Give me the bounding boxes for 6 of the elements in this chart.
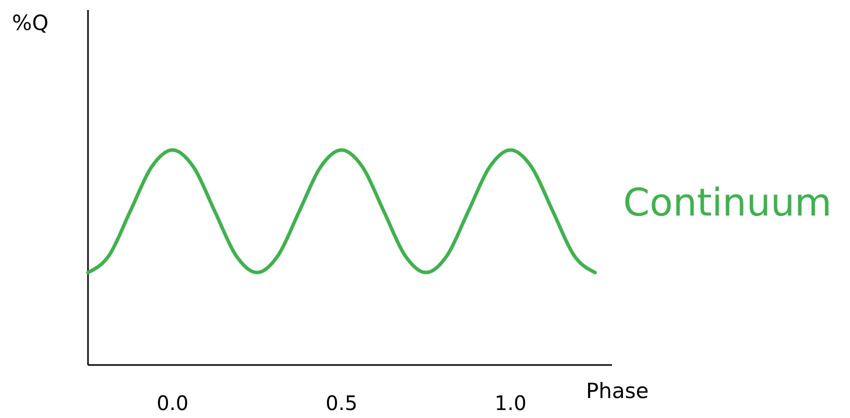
x-tick-label: 1.0 [494, 391, 526, 415]
x-tick-label: 0.0 [156, 391, 188, 415]
x-axis-title: Phase [586, 379, 649, 403]
x-tick-label: 0.5 [326, 391, 358, 415]
series-label: Continuum [623, 180, 832, 224]
text: %Q [12, 11, 48, 35]
